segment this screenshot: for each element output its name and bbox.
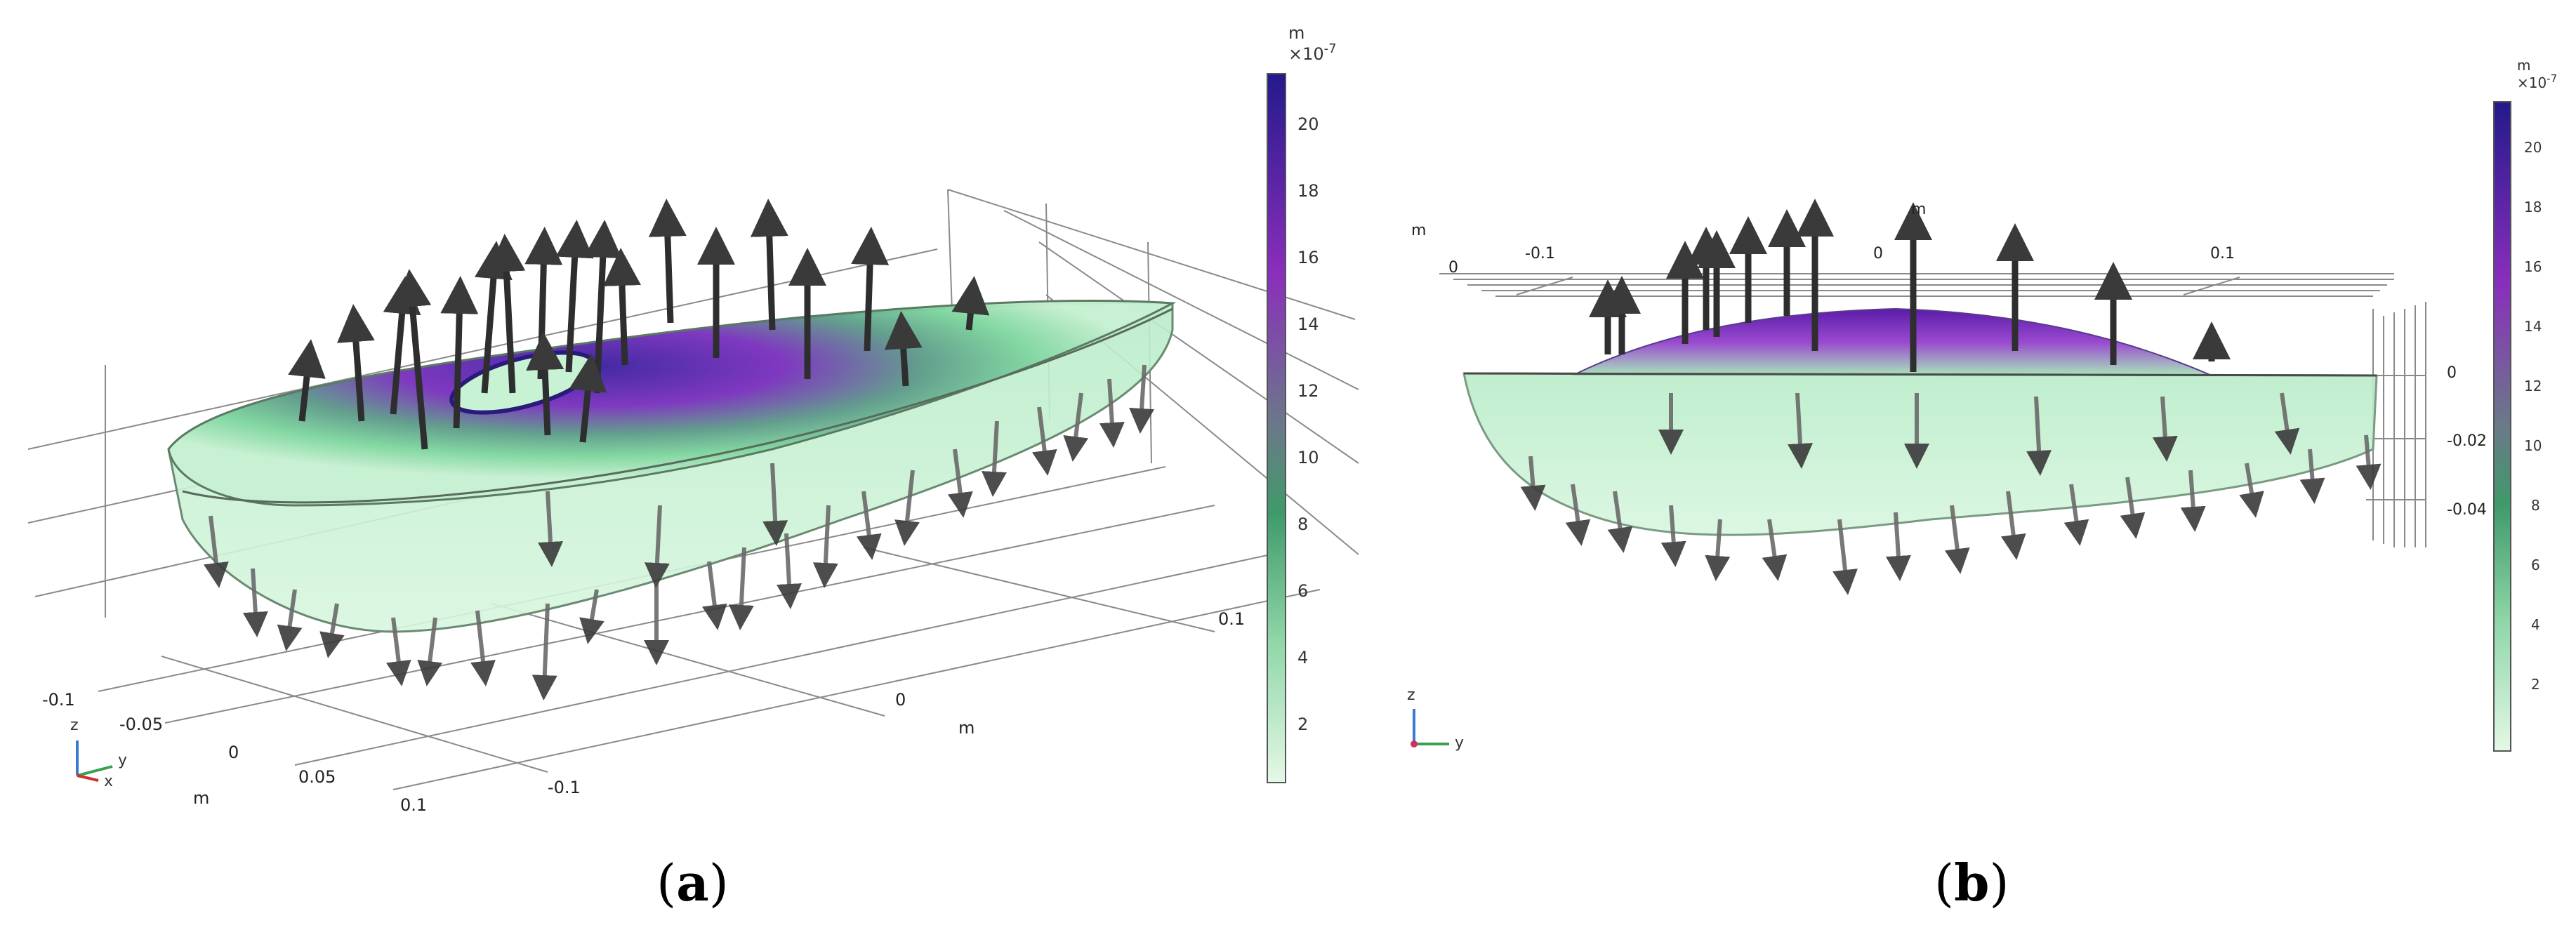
panel-b-dome (1572, 307, 2212, 376)
colorbar-tick: 16 (2524, 258, 2542, 275)
panel-a-label: (a) (656, 853, 729, 912)
panel-b-colorbar (2493, 101, 2511, 752)
colorbar-tick: 2 (2531, 676, 2540, 693)
axis-tick: -0.1 (548, 778, 581, 797)
colorbar-tick: 8 (1297, 514, 1308, 534)
colorbar-tick: 8 (2531, 497, 2540, 514)
axis-unit: m (1911, 201, 1926, 218)
triad-z-label: z (1407, 686, 1415, 704)
colorbar-tick: 20 (1297, 114, 1319, 134)
axis-unit: m (193, 788, 209, 808)
colorbar-tick: 14 (1297, 314, 1319, 334)
panel-b-colorbar-unit: m (2517, 57, 2530, 74)
axis-tick: -0.1 (1525, 245, 1555, 263)
axis-tick: 0.1 (2210, 245, 2235, 263)
colorbar-tick: 14 (2524, 318, 2542, 335)
colorbar-tick: 12 (1297, 381, 1319, 401)
axis-unit: m (1411, 222, 1426, 239)
colorbar-tick: 18 (2524, 199, 2542, 215)
axis-unit: m (958, 718, 975, 738)
panel-a: m ×10-7 20 18 16 14 12 10 8 6 4 2 -0.1 -… (27, 23, 1359, 815)
axis-tick: -0.04 (2447, 501, 2487, 519)
axis-tick: -0.02 (2447, 432, 2487, 450)
panel-a-colorbar (1267, 73, 1286, 783)
colorbar-tick: 2 (1297, 715, 1308, 734)
colorbar-tick: 20 (2524, 139, 2542, 156)
panel-a-colorbar-multiplier: ×10-7 (1288, 41, 1337, 64)
axis-tick: -0.05 (119, 715, 163, 734)
colorbar-tick: 10 (2524, 437, 2542, 454)
panel-a-hull-deck (167, 300, 1177, 507)
triad-x-label: x (104, 773, 113, 790)
axis-tick: 0.05 (298, 767, 336, 787)
axis-tick: 0 (1448, 259, 1458, 277)
colorbar-tick: 10 (1297, 448, 1319, 467)
axis-tick: 0 (1873, 245, 1883, 263)
axis-tick: 0.1 (400, 795, 427, 815)
axis-tick: 0 (895, 690, 906, 710)
colorbar-tick: 6 (1297, 581, 1308, 601)
triad-y-label: y (118, 752, 127, 769)
colorbar-tick: 4 (1297, 648, 1308, 667)
panel-a-arrows-up (288, 199, 990, 450)
axis-tick: -0.1 (42, 690, 75, 710)
colorbar-tick: 6 (2531, 557, 2540, 573)
panel-b-hull-body (1462, 372, 2378, 536)
panel-b-axis-triad: z y (1407, 686, 1464, 752)
triad-y-label: y (1455, 734, 1464, 752)
colorbar-tick: 16 (1297, 248, 1319, 267)
colorbar-tick: 4 (2531, 616, 2540, 633)
panel-a-grid (27, 189, 1359, 790)
panel-b-arrows-up (1589, 199, 2231, 372)
panel-b-colorbar-multiplier: ×10-7 (2517, 72, 2557, 91)
colorbar-tick: 12 (2524, 378, 2542, 394)
panel-a-colorbar-unit: m (1288, 23, 1304, 43)
panel-a-axis-triad: z y x (70, 717, 127, 790)
colorbar-tick: 18 (1297, 181, 1319, 201)
triad-z-label: z (70, 717, 79, 734)
axis-tick: 0 (228, 743, 239, 762)
axis-tick: 0 (2447, 364, 2457, 382)
panel-b-arrows-down (1520, 392, 2382, 595)
panel-a-arrows-down (204, 364, 1155, 700)
axis-tick: 0.1 (1218, 609, 1245, 629)
panel-b-label: (b) (1934, 853, 2009, 912)
panel-a-rim (182, 307, 1173, 504)
panel-b: m ×10-7 20 18 16 14 12 10 8 6 4 2 m m 0 … (1407, 57, 2557, 752)
